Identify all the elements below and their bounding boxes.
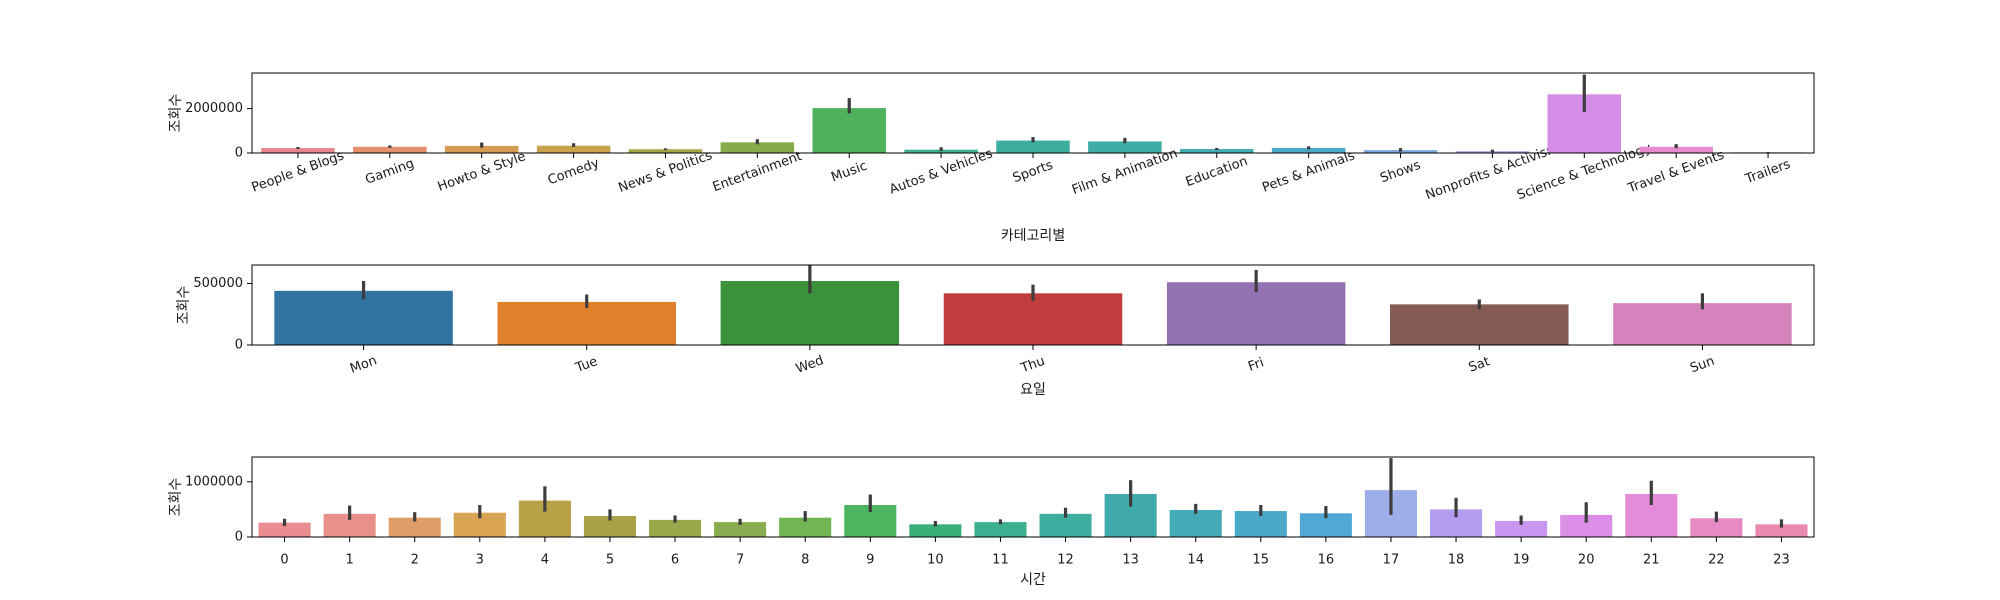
weekday-views-chart: Mon Tue Wed Thu Fri Sat Sun 0 500000 요일 조회수 xyxy=(176,264,1815,398)
hour-x-tick-label-18: 18 xyxy=(1448,553,1465,568)
hour-x-tick-label-10: 10 xyxy=(927,553,944,568)
hour-bar-6 xyxy=(649,519,702,537)
weekday-bar-3 xyxy=(943,293,1123,345)
hour-x-tick-label-9: 9 xyxy=(866,553,874,568)
category-x-tick-label-6: Music xyxy=(829,159,869,186)
hour-x-tick-label-7: 7 xyxy=(736,553,744,568)
weekday-x-tick-label-0: Mon xyxy=(348,353,379,376)
hour-y-tick-label-1: 1000000 xyxy=(185,474,243,489)
hour-x-tick-label-20: 20 xyxy=(1578,553,1595,568)
hour-x-tick-label-8: 8 xyxy=(801,553,809,568)
category-bar-7 xyxy=(904,149,978,153)
category-x-axis-label: 카테고리별 xyxy=(1001,228,1065,244)
category-bar-4 xyxy=(628,149,703,153)
weekday-bar-1 xyxy=(497,301,676,345)
category-bar-9 xyxy=(1088,141,1162,153)
hour-bar-19 xyxy=(1495,521,1548,537)
category-views-chart: People & Blogs Gaming Howto & Style Comedy N… xyxy=(168,72,1815,244)
weekday-bar-4 xyxy=(1166,282,1346,345)
hour-x-axis-label: 시간 xyxy=(1020,572,1046,588)
hour-bar-23 xyxy=(1755,524,1808,537)
hour-x-tick-label-23: 23 xyxy=(1773,553,1790,568)
hour-axes-frame xyxy=(251,456,1815,538)
hour-x-tick-label-16: 16 xyxy=(1318,553,1335,568)
hour-bar-5 xyxy=(583,516,636,537)
category-bar-8 xyxy=(996,140,1070,153)
category-bar-11 xyxy=(1271,147,1346,153)
hour-x-tick-label-22: 22 xyxy=(1708,553,1725,568)
category-x-tick-label-1: Gaming xyxy=(363,156,416,187)
hour-x-tick-label-4: 4 xyxy=(541,553,549,568)
hour-x-tick-label-3: 3 xyxy=(476,553,484,568)
hour-x-tick-label-6: 6 xyxy=(671,553,679,568)
hour-bar-12 xyxy=(1039,513,1092,537)
weekday-axes-frame xyxy=(251,264,1815,346)
category-y-tick-label-0: 0 xyxy=(235,146,243,161)
hour-x-tick-label-21: 21 xyxy=(1643,553,1660,568)
hour-bar-16 xyxy=(1299,513,1352,537)
hour-bar-20 xyxy=(1560,514,1613,537)
category-bar-10 xyxy=(1180,149,1254,153)
hour-x-tick-label-13: 13 xyxy=(1122,553,1139,568)
hour-bar-11 xyxy=(974,522,1027,537)
weekday-x-tick-label-3: Thu xyxy=(1018,354,1047,377)
weekday-x-tick-label-4: Fri xyxy=(1246,355,1266,374)
hour-x-tick-label-12: 12 xyxy=(1057,553,1074,568)
hour-y-axis-label: 조회수 xyxy=(168,478,184,517)
category-bar-15 xyxy=(1639,146,1713,153)
hour-bar-0 xyxy=(258,522,311,537)
category-bar-1 xyxy=(353,146,427,153)
weekday-x-tick-label-5: Sat xyxy=(1467,354,1492,375)
category-y-axis-label: 조회수 xyxy=(168,94,184,133)
weekday-y-tick-label-1: 500000 xyxy=(193,276,243,291)
category-bar-5 xyxy=(720,142,795,153)
hour-x-tick-label-2: 2 xyxy=(411,553,419,568)
category-axes-frame xyxy=(251,72,1815,154)
weekday-x-tick-label-1: Tue xyxy=(573,354,600,376)
hour-x-tick-label-5: 5 xyxy=(606,553,614,568)
hour-bar-2 xyxy=(388,517,441,537)
hour-bar-22 xyxy=(1690,518,1743,537)
category-bar-6 xyxy=(812,108,886,153)
category-bar-3 xyxy=(536,145,611,153)
hour-x-tick-label-0: 0 xyxy=(280,553,288,568)
hour-bar-1 xyxy=(323,513,376,537)
category-x-tick-label-16: Trailers xyxy=(1743,157,1793,187)
hour-bar-10 xyxy=(909,524,962,537)
hour-x-tick-label-19: 19 xyxy=(1513,553,1530,568)
weekday-x-tick-label-2: Wed xyxy=(794,353,826,377)
hour-x-tick-label-15: 15 xyxy=(1253,553,1270,568)
weekday-bar-0 xyxy=(274,290,453,345)
hour-x-tick-label-17: 17 xyxy=(1383,553,1400,568)
category-x-tick-label-12: Shows xyxy=(1378,158,1423,186)
weekday-y-axis-label: 조회수 xyxy=(176,286,192,325)
weekday-x-tick-label-6: Sun xyxy=(1688,354,1716,377)
hour-bar-8 xyxy=(779,517,832,537)
weekday-bar-5 xyxy=(1390,304,1569,345)
hour-views-chart: 0 1 2 3 4 5 6 7 8 9 10 11 12 13 14 15 16 17 18 19 20 21 22 2301… xyxy=(168,456,1815,588)
category-x-tick-label-8: Sports xyxy=(1011,158,1056,186)
weekday-x-axis-label: 요일 xyxy=(1020,382,1046,398)
category-bar-0 xyxy=(261,148,335,153)
hour-y-tick-label-0: 0 xyxy=(235,530,243,545)
weekday-y-tick-label-0: 0 xyxy=(235,338,243,353)
category-bar-2 xyxy=(444,145,519,153)
category-x-tick-label-3: Comedy xyxy=(546,156,602,189)
weekday-bar-6 xyxy=(1613,303,1792,345)
hour-bar-7 xyxy=(714,522,767,537)
category-x-tick-label-10: Education xyxy=(1184,154,1250,190)
hour-x-tick-label-14: 14 xyxy=(1187,553,1204,568)
hour-x-tick-label-1: 1 xyxy=(345,553,353,568)
hour-bar-14 xyxy=(1169,509,1222,537)
category-y-tick-label-1: 2000000 xyxy=(185,101,243,116)
hour-x-tick-label-11: 11 xyxy=(992,553,1009,568)
